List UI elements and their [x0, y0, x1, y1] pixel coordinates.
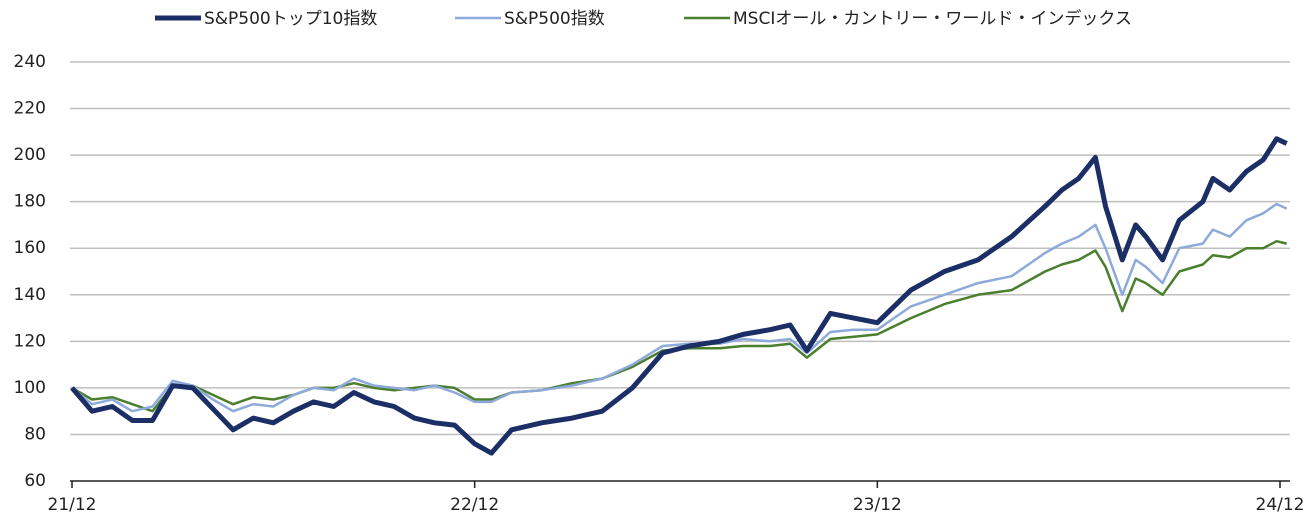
x-tick-label: 23/12 [853, 495, 902, 515]
legend-label: MSCIオール・カントリー・ワールド・インデックス [733, 8, 1132, 29]
y-tick-label: 180 [14, 192, 46, 212]
x-tick-label: 22/12 [450, 495, 499, 515]
y-tick-label: 140 [14, 285, 46, 305]
y-tick-label: 160 [14, 238, 46, 258]
y-tick-label: 200 [14, 145, 46, 165]
x-tick-label: 24/12 [1256, 495, 1305, 515]
y-tick-label: 100 [14, 378, 46, 398]
y-tick-label: 80 [24, 424, 46, 444]
series-line [70, 136, 1288, 456]
y-tick-label: 120 [14, 331, 46, 351]
legend-label: S&P500トップ10指数 [204, 9, 377, 29]
y-tick-label: 220 [14, 99, 46, 119]
y-tick-label: 240 [14, 52, 46, 72]
y-tick-label: 60 [24, 471, 46, 491]
series-line [71, 239, 1287, 413]
legend-label: S&P500指数 [504, 9, 605, 29]
series-line [71, 202, 1288, 413]
x-tick-label: 21/12 [48, 495, 97, 515]
